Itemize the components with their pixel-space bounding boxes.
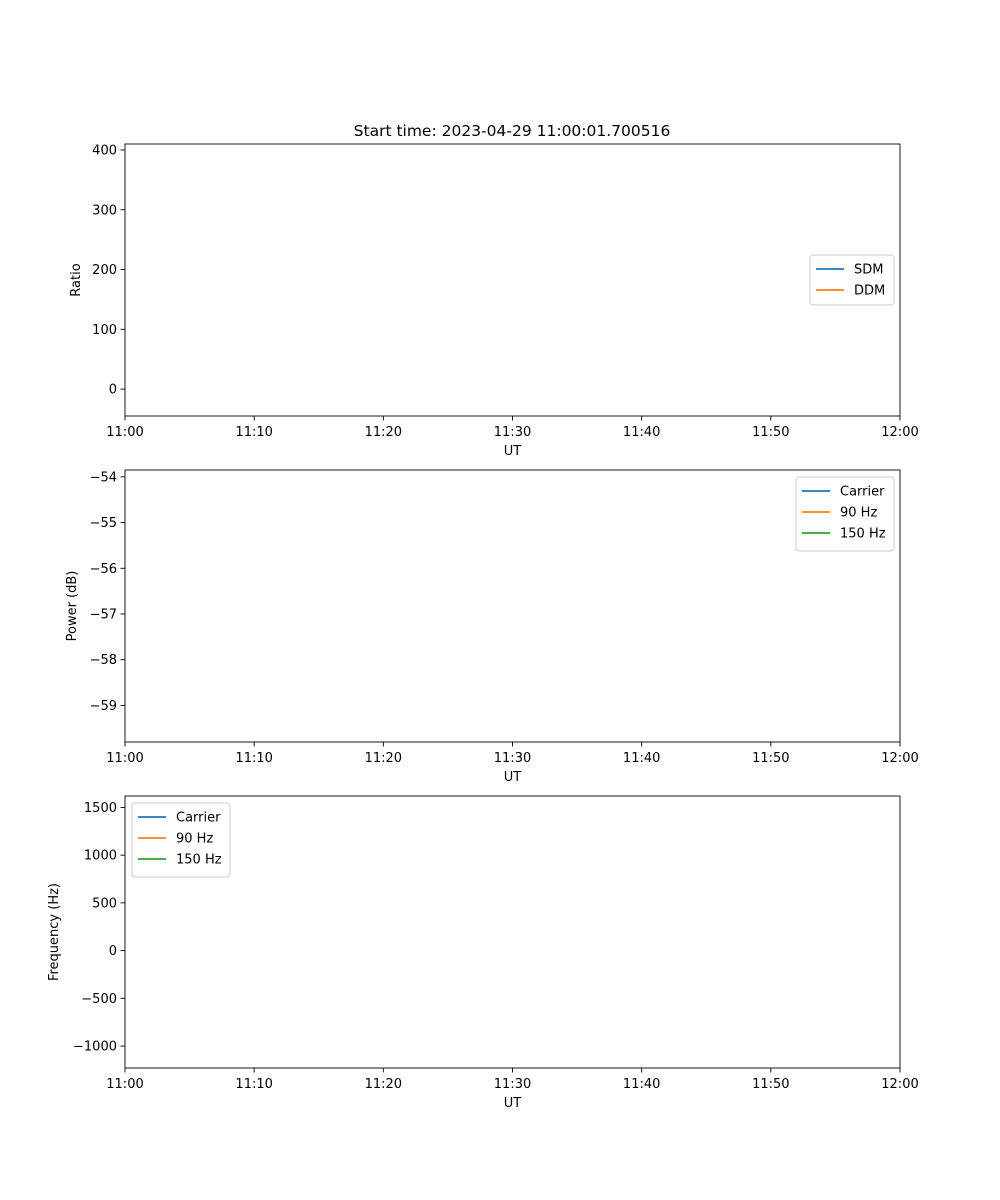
panel-1: 11:00 11:10 11:20 11:30 11:40 11:50 12:00 0 100 2… xyxy=(69,143,919,459)
y-tick-label: 0 xyxy=(109,383,117,398)
panels: 11:00 11:10 11:20 11:30 11:40 11:50 12:00 0 100 2… xyxy=(47,143,919,1111)
x-tick-label: 11:10 xyxy=(235,1077,272,1092)
y-tick-label: −57 xyxy=(90,608,117,623)
y-tick-label: −56 xyxy=(90,562,117,577)
x-tick-label: 12:00 xyxy=(881,751,918,766)
y-axis-label: Frequency (Hz) xyxy=(47,883,62,981)
legend-label: SDM xyxy=(854,263,883,278)
x-tick-label: 11:50 xyxy=(752,425,789,440)
legend-label: 90 Hz xyxy=(176,832,213,847)
x-tick-label: 11:00 xyxy=(106,425,143,440)
x-tick-label: 11:20 xyxy=(365,751,402,766)
y-axis-label: Power (dB) xyxy=(65,571,80,642)
legend-box xyxy=(809,254,895,306)
legend: SDM DDM xyxy=(809,254,895,306)
legend-label: Carrier xyxy=(176,811,221,826)
y-tick-label: −58 xyxy=(90,653,117,668)
y-tick-label: 300 xyxy=(92,203,117,218)
x-tick-label: 11:40 xyxy=(623,1077,660,1092)
x-tick-label: 11:00 xyxy=(106,751,143,766)
x-tick-label: 11:20 xyxy=(365,1077,402,1092)
legend-label: DDM xyxy=(854,284,885,299)
y-tick-label: −59 xyxy=(90,699,117,714)
y-tick-label: 1500 xyxy=(84,801,117,816)
x-tick-label: 12:00 xyxy=(881,425,918,440)
x-tick-label: 11:50 xyxy=(752,751,789,766)
figure-title: Start time: 2023-04-29 11:00:01.700516 xyxy=(354,122,671,140)
x-axis-label: UT xyxy=(504,770,522,785)
legend: Carrier 90 Hz 150 Hz xyxy=(131,802,231,878)
x-axis-label: UT xyxy=(504,1096,522,1111)
y-axis-label: Ratio xyxy=(69,263,84,296)
y-tick-label: 400 xyxy=(92,143,117,158)
y-tick-label: 1000 xyxy=(84,849,117,864)
y-tick-label: −55 xyxy=(90,516,117,531)
panel-2: 11:00 11:10 11:20 11:30 11:40 11:50 12:00 −59 −5… xyxy=(65,469,919,785)
x-tick-label: 12:00 xyxy=(881,1077,918,1092)
x-tick-label: 11:10 xyxy=(235,425,272,440)
x-tick-label: 11:30 xyxy=(494,1077,531,1092)
x-tick-label: 11:20 xyxy=(365,425,402,440)
y-tick-label: 0 xyxy=(109,944,117,959)
y-tick-label: −54 xyxy=(90,470,117,485)
x-tick-label: 11:40 xyxy=(623,425,660,440)
y-tick-label: −500 xyxy=(81,992,117,1007)
x-tick-label: 11:50 xyxy=(752,1077,789,1092)
x-tick-label: 11:00 xyxy=(106,1077,143,1092)
y-tick-label: 100 xyxy=(92,323,117,338)
legend: Carrier 90 Hz 150 Hz xyxy=(795,476,895,552)
x-tick-label: 11:10 xyxy=(235,751,272,766)
legend-label: 150 Hz xyxy=(840,527,886,542)
x-tick-label: 11:30 xyxy=(494,425,531,440)
x-tick-label: 11:30 xyxy=(494,751,531,766)
x-tick-label: 11:40 xyxy=(623,751,660,766)
legend-label: Carrier xyxy=(840,485,885,500)
y-tick-label: −1000 xyxy=(73,1040,117,1055)
y-tick-label: 500 xyxy=(92,896,117,911)
legend-label: 150 Hz xyxy=(176,853,222,868)
y-tick-label: 200 xyxy=(92,263,117,278)
legend-label: 90 Hz xyxy=(840,506,877,521)
x-axis-label: UT xyxy=(504,444,522,459)
panel-3: 11:00 11:10 11:20 11:30 11:40 11:50 12:00 −1000… xyxy=(47,795,919,1111)
